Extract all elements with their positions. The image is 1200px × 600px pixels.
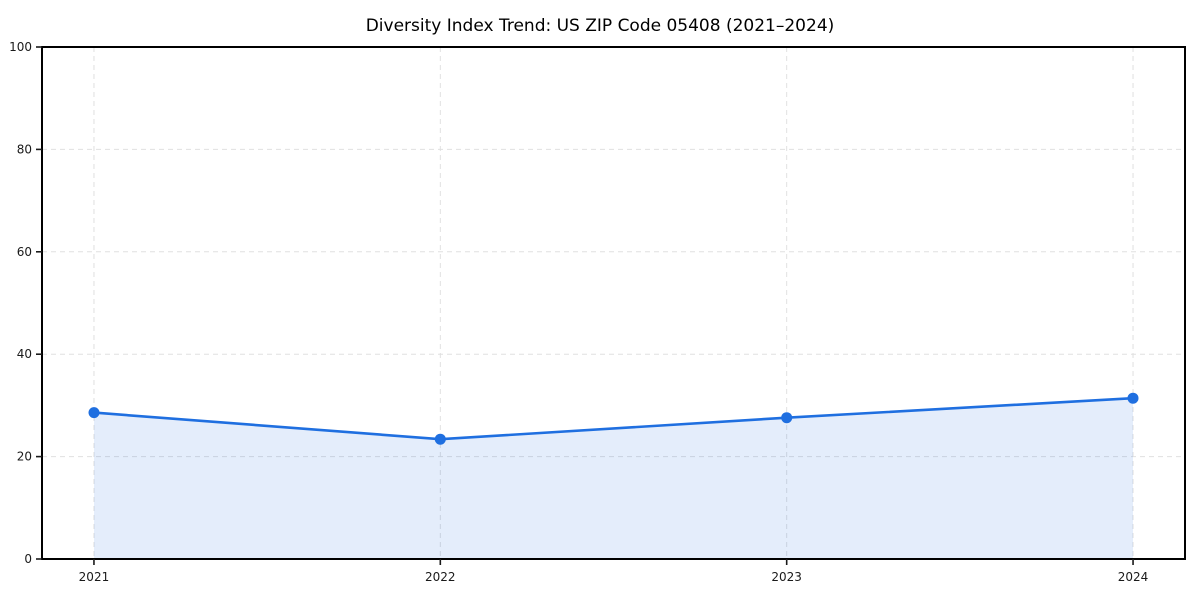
data-point-marker bbox=[88, 407, 100, 419]
data-point-marker bbox=[434, 433, 446, 445]
x-tick-label: 2024 bbox=[1118, 570, 1149, 584]
plot-series bbox=[88, 392, 1139, 559]
trend-line bbox=[92, 396, 1135, 441]
data-point-marker bbox=[781, 412, 793, 424]
area-fill bbox=[94, 398, 1133, 559]
plot-border bbox=[41, 46, 1186, 560]
y-tick-label: 20 bbox=[17, 450, 32, 464]
x-tick-label: 2022 bbox=[425, 570, 456, 584]
chart-title: Diversity Index Trend: US ZIP Code 05408… bbox=[366, 16, 835, 36]
y-tick-label: 40 bbox=[17, 347, 32, 361]
data-point-marker bbox=[1127, 392, 1139, 404]
y-tick-label: 100 bbox=[9, 40, 32, 54]
y-tick-label: 0 bbox=[24, 552, 32, 566]
y-tick-label: 80 bbox=[17, 142, 32, 156]
x-tick-label: 2023 bbox=[771, 570, 802, 584]
axis-ticks: 0 20 40 60 80 100 2021 2022 2023 2024 bbox=[9, 40, 1148, 584]
x-tick-label: 2021 bbox=[79, 570, 110, 584]
y-tick-label: 60 bbox=[17, 245, 32, 259]
